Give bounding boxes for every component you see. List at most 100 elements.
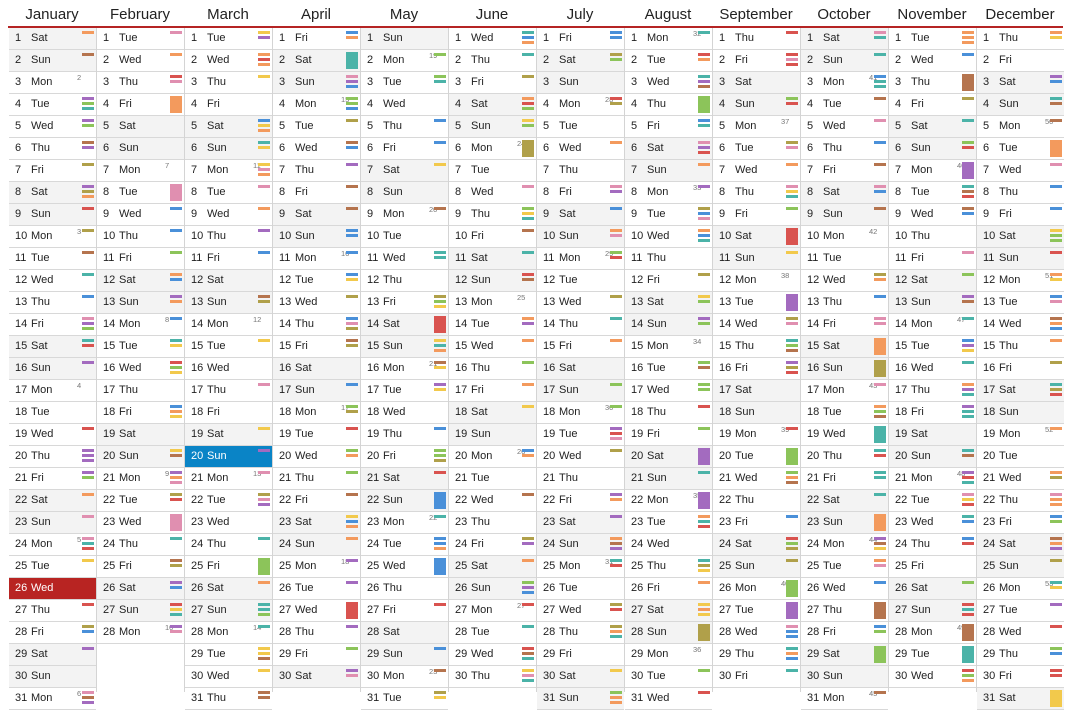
event-marker[interactable] bbox=[170, 603, 182, 606]
event-marker[interactable] bbox=[786, 542, 798, 545]
event-marker[interactable] bbox=[610, 190, 622, 193]
event-marker[interactable] bbox=[522, 586, 534, 589]
event-marker[interactable] bbox=[346, 317, 358, 320]
event-marker[interactable] bbox=[698, 691, 710, 694]
event-marker[interactable] bbox=[170, 410, 182, 413]
day-cell[interactable]: 28 Fri bbox=[801, 622, 888, 644]
event-marker[interactable] bbox=[346, 449, 358, 452]
day-cell[interactable]: 13 Sat bbox=[625, 292, 712, 314]
event-marker[interactable] bbox=[82, 97, 94, 100]
event-marker[interactable] bbox=[698, 515, 710, 518]
event-marker[interactable] bbox=[346, 674, 358, 677]
day-cell[interactable]: 21 Wed bbox=[977, 468, 1064, 490]
day-cell[interactable]: 26 Sat bbox=[185, 578, 272, 600]
event-marker[interactable] bbox=[82, 107, 94, 110]
event-marker[interactable] bbox=[346, 80, 358, 83]
event-marker[interactable] bbox=[258, 163, 270, 166]
day-cell[interactable]: 24 Wed bbox=[625, 534, 712, 556]
event-marker[interactable] bbox=[258, 427, 270, 430]
day-cell[interactable]: 8 Tue bbox=[185, 182, 272, 204]
day-cell[interactable]: 9 Thu bbox=[449, 204, 536, 226]
event-marker[interactable] bbox=[1050, 339, 1062, 342]
event-marker[interactable] bbox=[1050, 498, 1062, 501]
event-marker[interactable] bbox=[82, 696, 94, 699]
event-marker[interactable] bbox=[346, 405, 358, 408]
event-marker[interactable] bbox=[962, 273, 974, 276]
event-marker[interactable] bbox=[1050, 383, 1062, 386]
event-marker[interactable] bbox=[1050, 207, 1062, 210]
event-marker[interactable] bbox=[786, 97, 798, 100]
event-marker[interactable] bbox=[170, 471, 182, 474]
event-marker[interactable] bbox=[522, 119, 534, 122]
day-cell[interactable]: 22 Tue bbox=[889, 490, 976, 512]
event-marker[interactable] bbox=[962, 212, 974, 215]
day-cell[interactable]: 29 Tue bbox=[185, 644, 272, 666]
event-marker[interactable] bbox=[1050, 603, 1062, 606]
day-cell[interactable]: 22 Sat bbox=[9, 490, 96, 512]
day-cell[interactable]: 27 Sun bbox=[185, 600, 272, 622]
day-cell[interactable]: 29 Thu bbox=[713, 644, 800, 666]
day-cell[interactable]: 21Mon48 bbox=[889, 468, 976, 490]
day-cell[interactable]: 29 Thu bbox=[977, 644, 1064, 666]
day-cell[interactable]: 8 Tue bbox=[97, 182, 184, 204]
event-marker[interactable] bbox=[82, 141, 94, 144]
event-marker[interactable] bbox=[610, 53, 622, 56]
event-marker[interactable] bbox=[1050, 581, 1062, 584]
event-marker[interactable] bbox=[170, 625, 182, 628]
event-marker[interactable] bbox=[786, 580, 798, 597]
day-cell[interactable]: 6 Thu bbox=[9, 138, 96, 160]
event-marker[interactable] bbox=[1050, 327, 1062, 330]
event-marker[interactable] bbox=[962, 207, 974, 210]
day-cell[interactable]: 10 Fri bbox=[449, 226, 536, 248]
event-marker[interactable] bbox=[874, 537, 886, 540]
event-marker[interactable] bbox=[346, 107, 358, 110]
event-marker[interactable] bbox=[962, 31, 974, 34]
event-marker[interactable] bbox=[610, 256, 622, 259]
day-cell[interactable]: 23 Wed bbox=[889, 512, 976, 534]
event-marker[interactable] bbox=[434, 361, 446, 364]
event-marker[interactable] bbox=[1050, 493, 1062, 496]
event-marker[interactable] bbox=[1050, 503, 1062, 506]
event-marker[interactable] bbox=[82, 427, 94, 430]
event-marker[interactable] bbox=[874, 454, 886, 457]
event-marker[interactable] bbox=[1050, 361, 1062, 364]
event-marker[interactable] bbox=[1050, 669, 1062, 672]
day-cell[interactable]: 4 Tue bbox=[9, 94, 96, 116]
event-marker[interactable] bbox=[874, 190, 886, 193]
event-marker[interactable] bbox=[786, 669, 798, 672]
day-cell[interactable]: 3 Tue bbox=[361, 72, 448, 94]
day-cell[interactable]: 16 Sat bbox=[273, 358, 360, 380]
month-header[interactable]: January bbox=[25, 6, 79, 23]
event-marker[interactable] bbox=[346, 581, 358, 584]
event-marker[interactable] bbox=[962, 498, 974, 501]
event-marker[interactable] bbox=[874, 360, 886, 377]
day-cell[interactable]: 11 Sun bbox=[713, 248, 800, 270]
day-cell[interactable]: 13 Mon 25 bbox=[449, 292, 536, 314]
day-cell[interactable]: 19 Sun bbox=[449, 424, 536, 446]
day-cell[interactable]: 13 Thu bbox=[801, 292, 888, 314]
day-cell[interactable]: 31 Thu bbox=[185, 688, 272, 710]
event-marker[interactable] bbox=[258, 537, 270, 540]
event-marker[interactable] bbox=[258, 251, 270, 254]
day-cell[interactable]: 14Mon47 bbox=[889, 314, 976, 336]
event-marker[interactable] bbox=[698, 581, 710, 584]
event-marker[interactable] bbox=[258, 498, 270, 501]
event-marker[interactable] bbox=[346, 278, 358, 281]
event-marker[interactable] bbox=[434, 366, 446, 369]
day-cell[interactable]: 22 Tue bbox=[185, 490, 272, 512]
day-cell[interactable]: 24 Sat bbox=[977, 534, 1064, 556]
event-marker[interactable] bbox=[610, 691, 622, 694]
event-marker[interactable] bbox=[610, 559, 622, 562]
day-cell[interactable]: 25 Fri bbox=[97, 556, 184, 578]
event-marker[interactable] bbox=[170, 80, 182, 83]
day-cell[interactable]: 21 Sat bbox=[361, 468, 448, 490]
day-cell[interactable]: 29 Sat bbox=[9, 644, 96, 666]
event-marker[interactable] bbox=[698, 520, 710, 523]
day-cell[interactable]: 22 Sun bbox=[361, 490, 448, 512]
day-cell[interactable]: 13 Wed bbox=[537, 292, 624, 314]
event-marker[interactable] bbox=[170, 278, 182, 281]
month-header[interactable]: November bbox=[897, 6, 967, 23]
day-cell[interactable]: 10 Sun bbox=[273, 226, 360, 248]
event-marker[interactable] bbox=[522, 603, 534, 606]
